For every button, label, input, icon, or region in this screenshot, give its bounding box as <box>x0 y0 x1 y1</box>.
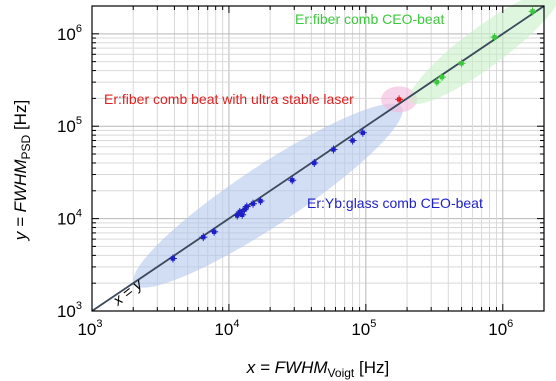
plot-frame <box>91 5 545 312</box>
point-marker <box>396 97 402 102</box>
x-tick-label: 106 <box>488 318 513 339</box>
series-label-er-yb-glass-ceo: Er:Yb:glass comb CEO-beat <box>307 195 483 211</box>
data-point <box>490 33 499 42</box>
series-ellipses <box>133 0 556 288</box>
data-point <box>438 73 447 82</box>
point-marker <box>290 178 295 183</box>
point-marker <box>492 34 497 40</box>
point-marker <box>434 79 440 85</box>
x-axis-title: x = FWHMVoigt [Hz] <box>246 358 389 380</box>
point-marker <box>211 229 217 234</box>
tick-labels: 103 104 105 106 103 104 105 106 <box>57 23 513 339</box>
point-marker <box>439 74 445 80</box>
point-marker <box>201 234 206 240</box>
y-tick-label: 105 <box>57 115 82 136</box>
point-marker <box>170 256 176 261</box>
point-marker <box>250 201 256 206</box>
point-marker <box>360 130 366 135</box>
data-point <box>242 202 251 211</box>
point-marker <box>312 160 317 166</box>
axis-ticks <box>91 5 545 312</box>
data-points <box>168 7 537 263</box>
point-marker <box>244 204 249 209</box>
point-marker <box>242 207 247 212</box>
point-marker <box>239 212 245 217</box>
y-axis-title: y = FWHMPSD [Hz] <box>11 100 33 241</box>
point-marker <box>530 9 535 14</box>
data-point <box>256 197 265 206</box>
data-point <box>348 136 357 145</box>
data-point <box>199 233 208 242</box>
reference-line <box>91 5 545 312</box>
x-equals-y-line <box>91 5 545 312</box>
y-tick-label: 104 <box>57 208 82 229</box>
point-marker <box>350 138 355 143</box>
data-point <box>329 145 338 154</box>
data-point <box>457 59 466 68</box>
data-point <box>395 95 404 104</box>
series-label-er-fiber-ceo: Er:fiber comb CEO-beat <box>295 11 444 27</box>
data-point <box>249 199 258 208</box>
data-point <box>168 254 177 263</box>
data-point <box>238 210 247 219</box>
point-marker <box>459 61 464 66</box>
data-point <box>210 227 219 236</box>
data-point <box>310 158 319 167</box>
data-point <box>432 78 441 87</box>
series-label-er-fiber-ultra-stable: Er:fiber comb beat with ultra stable las… <box>104 91 354 107</box>
y-tick-label: 106 <box>57 23 82 44</box>
point-marker <box>237 209 242 215</box>
x-tick-label: 103 <box>77 318 102 339</box>
point-marker <box>258 198 263 204</box>
y-tick-label: 103 <box>57 300 82 321</box>
x-tick-label: 105 <box>351 318 376 339</box>
point-marker <box>331 147 336 152</box>
data-point <box>358 128 367 137</box>
data-point <box>288 176 297 185</box>
point-marker <box>235 213 240 218</box>
data-point <box>528 7 537 16</box>
x-tick-label: 104 <box>214 318 239 339</box>
